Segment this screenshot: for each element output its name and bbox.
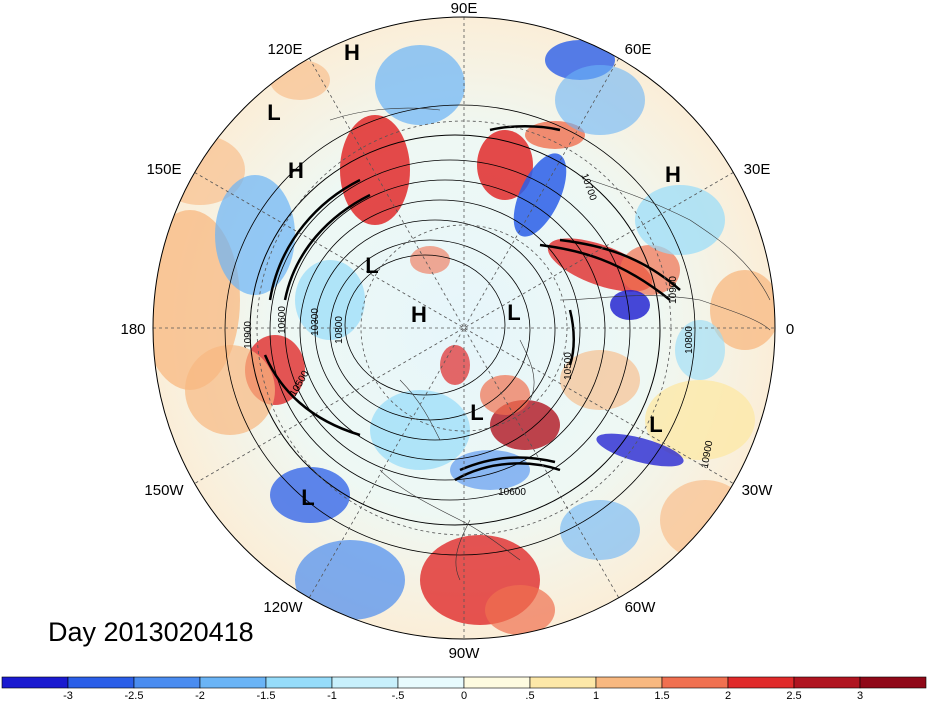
map-boundary xyxy=(152,16,776,640)
longitude-label: 30W xyxy=(742,482,774,499)
colorbar-tick-label: 1.5 xyxy=(654,690,669,702)
low-pressure-label: L xyxy=(267,100,280,125)
longitude-label: 180 xyxy=(120,321,145,338)
colorbar-swatch xyxy=(133,676,201,689)
colorbar-tick-label: -2.5 xyxy=(125,690,144,702)
high-pressure-label: H xyxy=(344,40,360,65)
contour-value-label: 10800 xyxy=(684,326,695,354)
low-pressure-label: L xyxy=(301,485,314,510)
longitude-labels: 90E 60E 30E 0 30W 60W 90W 120W 150W 180 150E 120E xyxy=(120,0,794,662)
longitude-label: 150W xyxy=(144,482,184,499)
longitude-label: 90E xyxy=(451,0,478,17)
colorbar-swatch xyxy=(199,676,267,689)
colorbar-tick-label: 3 xyxy=(857,690,863,702)
high-pressure-label: H xyxy=(411,302,427,327)
colorbar-swatch xyxy=(463,676,531,689)
contour-value-label: 10600 xyxy=(277,306,288,334)
longitude-label: 120W xyxy=(263,599,303,616)
colorbar-tick-label: -2 xyxy=(195,690,205,702)
colorbar-tick-label: 2.5 xyxy=(786,690,801,702)
contour-value-label: 10900 xyxy=(668,276,679,304)
colorbar-swatch xyxy=(67,676,135,689)
colorbar-swatch xyxy=(793,676,861,689)
colorbar: -3 -2.5 -2 -1.5 -1 -.5 0 .5 1 1.5 2 2.5 3 xyxy=(1,676,927,702)
longitude-label: 0 xyxy=(786,321,794,338)
contour-value-label: 10600 xyxy=(498,487,526,498)
colorbar-tick-label: 2 xyxy=(725,690,731,702)
colorbar-swatch xyxy=(859,676,927,689)
low-pressure-label: L xyxy=(507,300,520,325)
colorbar-swatch xyxy=(1,676,69,689)
low-pressure-label: L xyxy=(365,253,378,278)
longitude-label: 60E xyxy=(625,41,652,58)
contour-value-label: 10800 xyxy=(334,316,345,344)
colorbar-tick-label: -3 xyxy=(63,690,73,702)
low-pressure-label: L xyxy=(649,412,662,437)
longitude-label: 120E xyxy=(267,41,302,58)
colorbar-swatch xyxy=(529,676,597,689)
colorbar-swatch xyxy=(661,676,729,689)
colorbar-tick-label: 0 xyxy=(461,690,467,702)
colorbar-tick-label: .5 xyxy=(525,690,534,702)
colorbar-tick-label: -1 xyxy=(327,690,337,702)
low-pressure-label: L xyxy=(470,400,483,425)
date-title: Day 2013020418 xyxy=(48,617,254,647)
longitude-label: 150E xyxy=(146,161,181,178)
longitude-label: 30E xyxy=(744,161,771,178)
high-pressure-label: H xyxy=(288,158,304,183)
contour-value-label: 10900 xyxy=(700,439,716,469)
high-pressure-label: H xyxy=(665,162,681,187)
longitude-label: 60W xyxy=(625,599,657,616)
colorbar-tick-label: -.5 xyxy=(392,690,405,702)
colorbar-swatch xyxy=(397,676,465,689)
colorbar-swatch xyxy=(331,676,399,689)
longitude-label: 90W xyxy=(449,645,481,662)
colorbar-swatch xyxy=(595,676,663,689)
colorbar-swatch xyxy=(727,676,795,689)
contour-value-label: 10500 xyxy=(563,352,574,380)
graticule xyxy=(153,17,775,639)
colorbar-tick-label: -1.5 xyxy=(257,690,276,702)
pressure-center-labels: H L H H L H L L L L xyxy=(267,40,681,510)
contour-value-label: 10900 xyxy=(243,321,254,349)
height-contours xyxy=(224,104,696,556)
colorbar-tick-label: 1 xyxy=(593,690,599,702)
colorbar-swatch xyxy=(265,676,333,689)
anomaly-field xyxy=(153,17,775,639)
contour-value-label: 10300 xyxy=(310,308,321,336)
